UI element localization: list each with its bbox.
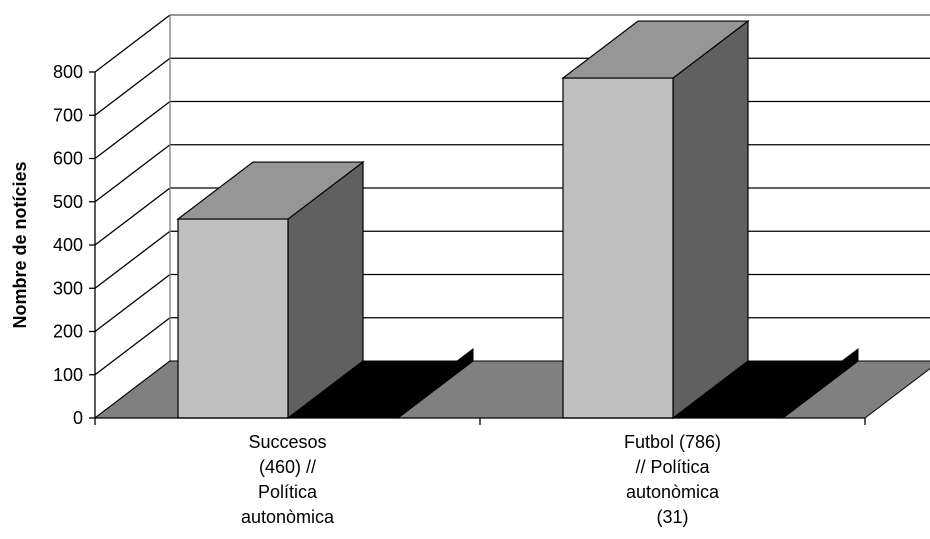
bar-front-series1-1 bbox=[562, 77, 674, 419]
category-label-1-line-3: (31) bbox=[656, 507, 688, 527]
category-label-1-line-2: autonòmica bbox=[626, 482, 720, 502]
gridline-side-800 bbox=[94, 14, 171, 73]
y-tick-labels: 0 100 200 300 400 500 600 700 800 bbox=[53, 62, 83, 428]
y-tick-label-0: 0 bbox=[73, 408, 83, 428]
y-tick-label-600: 600 bbox=[53, 149, 83, 169]
gridline-side-500 bbox=[94, 144, 171, 203]
category-label-0-line-0: Succesos bbox=[248, 432, 326, 452]
y-tick-label-700: 700 bbox=[53, 105, 83, 125]
y-tick-label-100: 100 bbox=[53, 365, 83, 385]
y-tick-label-200: 200 bbox=[53, 322, 83, 342]
y-axis-label: Nombre de notícies bbox=[10, 161, 30, 328]
category-label-0-line-1: (460) // bbox=[259, 457, 316, 477]
gridline-side-200 bbox=[94, 273, 171, 333]
y-tick-label-400: 400 bbox=[53, 235, 83, 255]
bars bbox=[176, 19, 860, 420]
category-label-1-line-1: // Política bbox=[635, 457, 710, 477]
category-label-0-line-3: autonòmica bbox=[241, 507, 335, 527]
category-label-1-line-0: Futbol (786) bbox=[624, 432, 721, 452]
bar-side-series1-1 bbox=[672, 19, 749, 420]
y-tick-label-300: 300 bbox=[53, 278, 83, 298]
gridline-side-300 bbox=[94, 230, 171, 289]
gridline-side-600 bbox=[94, 100, 171, 160]
gridline-side-700 bbox=[94, 57, 171, 116]
bar-front-series1-0 bbox=[177, 218, 289, 419]
axes bbox=[89, 71, 866, 425]
bar-side-series2-0 bbox=[397, 347, 474, 420]
category-labels: Succesos (460) // Política autonòmica Futbol… bbox=[241, 432, 721, 527]
category-label-0-line-2: Política bbox=[258, 482, 318, 502]
gridline-side-100 bbox=[94, 317, 171, 376]
y-tick-label-800: 800 bbox=[53, 62, 83, 82]
bar-side-series2-1 bbox=[782, 347, 859, 420]
y-tick-label-500: 500 bbox=[53, 192, 83, 212]
gridline-side-400 bbox=[94, 187, 171, 246]
